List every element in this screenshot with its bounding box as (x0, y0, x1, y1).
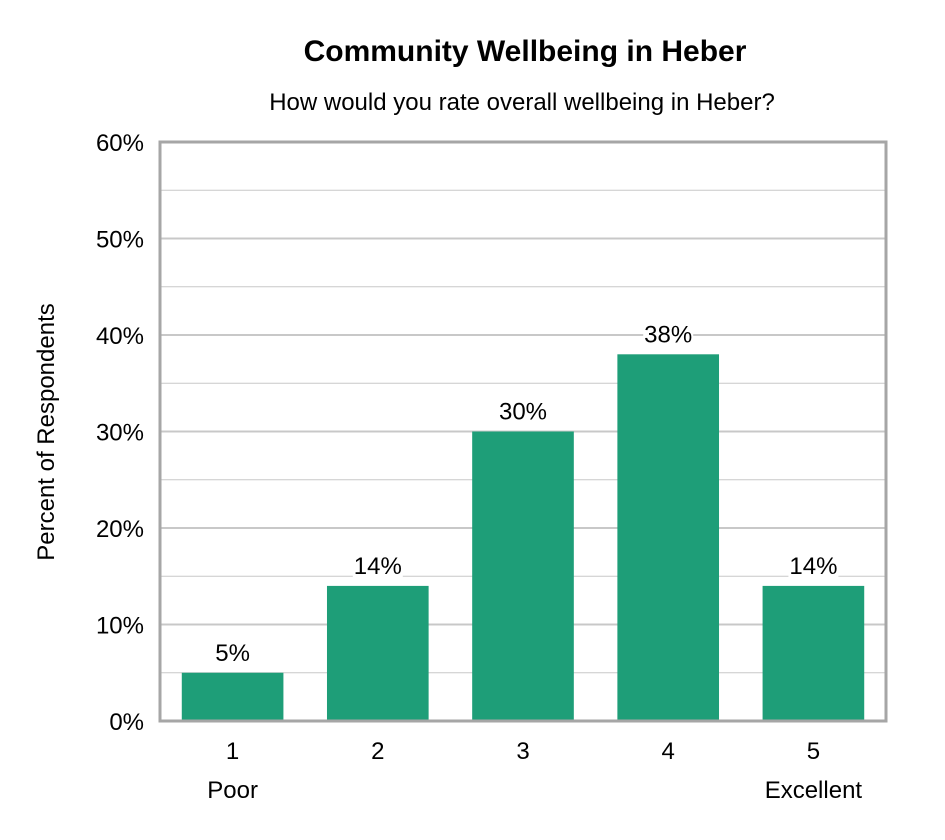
bar (617, 354, 720, 721)
y-tick-label: 60% (96, 130, 144, 157)
bar (762, 585, 865, 721)
data-label-background (643, 320, 694, 349)
y-tick-label: 10% (96, 613, 144, 640)
bar (472, 431, 574, 721)
y-tick-label: 50% (96, 227, 144, 254)
x-tick-label: 2 (371, 738, 384, 765)
y-tick-label: 0% (109, 709, 144, 736)
chart-title: Community Wellbeing in Heber (304, 35, 747, 68)
data-labels: 5% 14% 30% 38% 14% (214, 320, 839, 667)
data-label: 14% (354, 553, 402, 580)
bars (181, 354, 865, 721)
data-label-background (214, 638, 251, 667)
x-tick-sublabel: Excellent (765, 777, 863, 804)
x-tick-labels: 1 Poor 2 3 4 5 Excellent (207, 738, 862, 804)
chart-subtitle: How would you rate overall wellbeing in … (269, 89, 775, 116)
y-tick-label: 30% (96, 420, 144, 447)
bar (181, 672, 284, 721)
data-label-background (498, 397, 548, 426)
bar (326, 585, 429, 721)
data-label: 14% (789, 553, 837, 580)
x-tick-label: 4 (662, 738, 675, 765)
y-tick-label: 20% (96, 516, 144, 543)
y-tick-label: 40% (96, 323, 144, 350)
data-label: 38% (644, 321, 692, 348)
y-tick-labels: 0% 10% 20% 30% 40% 50% 60% (96, 130, 144, 736)
data-label: 5% (215, 640, 250, 667)
x-tick-label: 1 (226, 738, 239, 765)
plot-frame (158, 140, 888, 723)
x-tick-label: 3 (516, 738, 529, 765)
data-label-background (788, 551, 839, 580)
x-tick-sublabel: Poor (207, 777, 258, 804)
data-label-background (352, 551, 403, 580)
data-label: 30% (499, 399, 547, 426)
x-tick-label: 5 (807, 738, 820, 765)
y-axis-label: Percent of Respondents (33, 303, 60, 561)
